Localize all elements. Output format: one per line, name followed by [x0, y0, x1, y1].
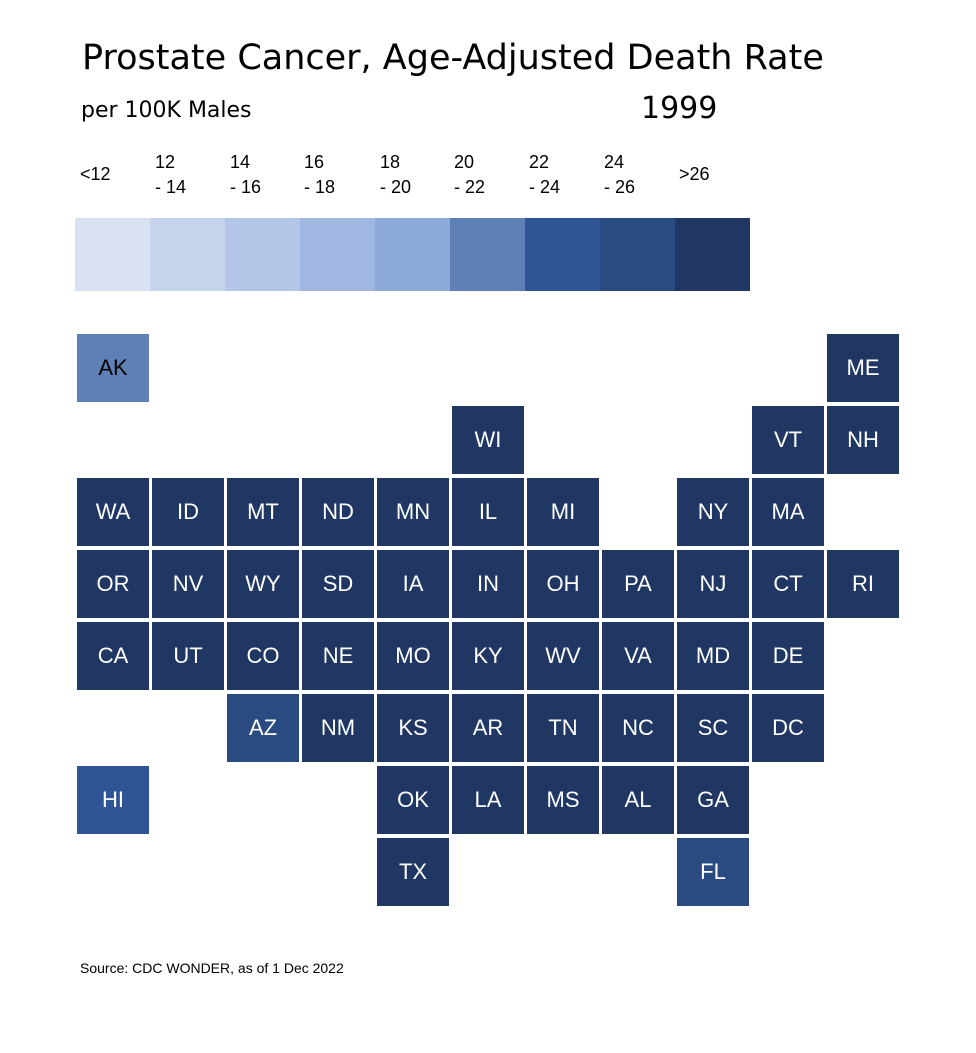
state-tile-ky: KY: [452, 622, 524, 690]
legend-label: 18 - 20: [380, 150, 411, 200]
state-tile-id: ID: [152, 478, 224, 546]
state-tile-ct: CT: [752, 550, 824, 618]
source-note: Source: CDC WONDER, as of 1 Dec 2022: [80, 960, 344, 976]
state-tile-wv: WV: [527, 622, 599, 690]
state-tile-ms: MS: [527, 766, 599, 834]
state-tile-ny: NY: [677, 478, 749, 546]
state-tile-sc: SC: [677, 694, 749, 762]
legend-swatch: [300, 218, 375, 291]
state-tile-dc: DC: [752, 694, 824, 762]
map-subtitle: per 100K Males: [81, 98, 252, 123]
map-title: Prostate Cancer, Age-Adjusted Death Rate: [82, 38, 824, 78]
legend-swatch: [450, 218, 525, 291]
legend-label-line: - 18: [304, 177, 336, 197]
legend-swatch: [600, 218, 675, 291]
state-tile-ne: NE: [302, 622, 374, 690]
state-tile-co: CO: [227, 622, 299, 690]
legend-label-line: - 14: [155, 177, 187, 197]
legend-label-line: - 20: [380, 177, 412, 197]
legend-label-line: - 22: [454, 177, 486, 197]
state-tile-nc: NC: [602, 694, 674, 762]
state-tile-or: OR: [77, 550, 149, 618]
state-tile-nd: ND: [302, 478, 374, 546]
state-tile-md: MD: [677, 622, 749, 690]
legend-label-line: 22: [529, 152, 550, 172]
state-tile-hi: HI: [77, 766, 149, 834]
legend-label-line: 18: [380, 152, 401, 172]
state-tile-al: AL: [602, 766, 674, 834]
legend-label-line: - 26: [604, 177, 636, 197]
legend-label: 14 - 16: [230, 150, 261, 200]
legend-swatch: [225, 218, 300, 291]
legend-label-line: - 24: [529, 177, 561, 197]
legend-swatch: [675, 218, 750, 291]
state-tile-oh: OH: [527, 550, 599, 618]
state-tile-ri: RI: [827, 550, 899, 618]
legend-label: 20 - 22: [454, 150, 485, 200]
legend-swatch: [150, 218, 225, 291]
state-tile-ca: CA: [77, 622, 149, 690]
state-tile-nv: NV: [152, 550, 224, 618]
state-tile-wa: WA: [77, 478, 149, 546]
legend-label: <12: [80, 164, 111, 184]
legend-label-line: 16: [304, 152, 325, 172]
state-tile-tn: TN: [527, 694, 599, 762]
state-tile-ok: OK: [377, 766, 449, 834]
state-tile-la: LA: [452, 766, 524, 834]
state-tile-nh: NH: [827, 406, 899, 474]
state-tile-ak: AK: [77, 334, 149, 402]
state-tile-ia: IA: [377, 550, 449, 618]
state-tile-mn: MN: [377, 478, 449, 546]
legend-label: >26: [679, 164, 710, 184]
state-tile-nj: NJ: [677, 550, 749, 618]
year-label: 1999: [641, 91, 718, 126]
state-tile-tx: TX: [377, 838, 449, 906]
legend-label-line: 12: [155, 152, 176, 172]
state-tile-va: VA: [602, 622, 674, 690]
state-tile-in: IN: [452, 550, 524, 618]
state-tile-wi: WI: [452, 406, 524, 474]
state-tile-mi: MI: [527, 478, 599, 546]
state-tile-ut: UT: [152, 622, 224, 690]
legend-label: 24 - 26: [604, 150, 635, 200]
state-tile-ma: MA: [752, 478, 824, 546]
legend-swatch: [375, 218, 450, 291]
state-tile-ks: KS: [377, 694, 449, 762]
state-tile-de: DE: [752, 622, 824, 690]
state-tile-fl: FL: [677, 838, 749, 906]
state-tile-wy: WY: [227, 550, 299, 618]
state-tile-vt: VT: [752, 406, 824, 474]
legend-label: 12 - 14: [155, 150, 186, 200]
state-tile-il: IL: [452, 478, 524, 546]
state-tile-sd: SD: [302, 550, 374, 618]
state-tile-me: ME: [827, 334, 899, 402]
state-tile-az: AZ: [227, 694, 299, 762]
state-tile-pa: PA: [602, 550, 674, 618]
legend-label-line: 14: [230, 152, 251, 172]
state-tile-ga: GA: [677, 766, 749, 834]
legend-label: 16 - 18: [304, 150, 335, 200]
legend-label-line: 24: [604, 152, 625, 172]
legend-swatch: [75, 218, 150, 291]
state-tile-nm: NM: [302, 694, 374, 762]
legend-label: 22 - 24: [529, 150, 560, 200]
legend-label-line: 20: [454, 152, 475, 172]
state-tile-ar: AR: [452, 694, 524, 762]
legend-swatch: [525, 218, 600, 291]
legend-label-line: - 16: [230, 177, 262, 197]
state-tile-mt: MT: [227, 478, 299, 546]
state-tile-mo: MO: [377, 622, 449, 690]
